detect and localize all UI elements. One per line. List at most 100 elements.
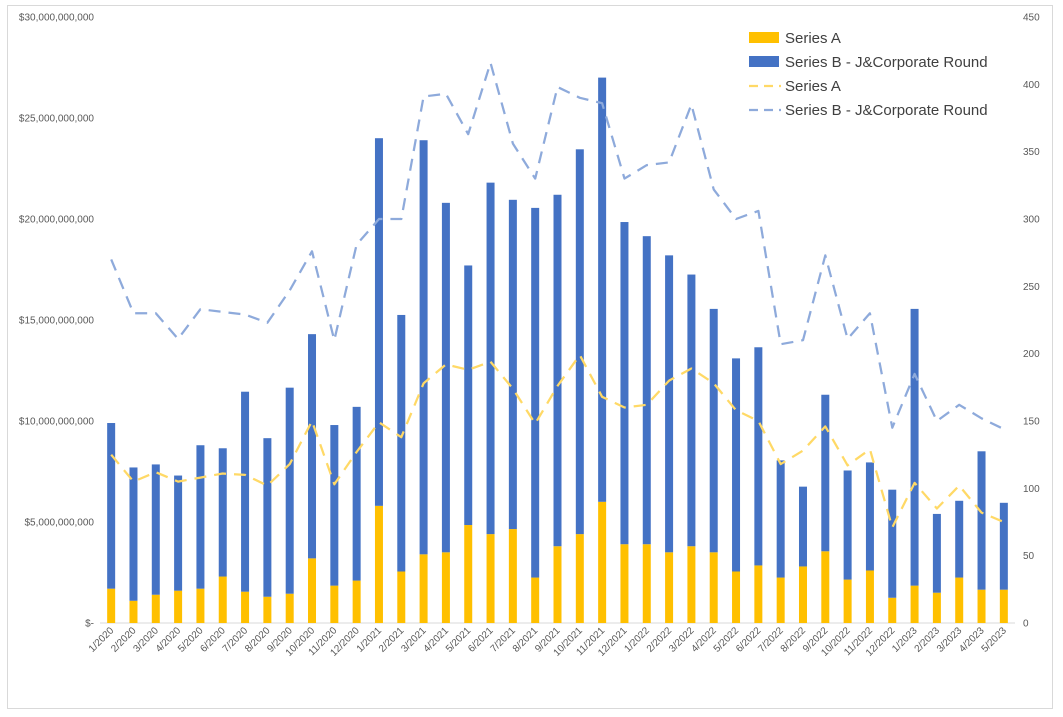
bar-series-b bbox=[285, 387, 294, 594]
y-right-tick-label: 50 bbox=[1023, 551, 1035, 562]
bar-series-a bbox=[687, 546, 696, 623]
bar-series-b bbox=[955, 500, 964, 578]
bar-series-a bbox=[955, 577, 964, 623]
legend-label: Series B - J&Corporate Round bbox=[785, 102, 988, 119]
line-series-b bbox=[110, 61, 1005, 431]
bar-series-b bbox=[553, 194, 562, 547]
bar-series-b bbox=[977, 451, 986, 590]
bar-series-b bbox=[798, 486, 807, 567]
bar-series-a bbox=[843, 579, 852, 623]
bar-series-a bbox=[196, 588, 205, 623]
bar-series-a bbox=[330, 585, 339, 623]
bar-series-a bbox=[464, 525, 473, 623]
bar-series-a bbox=[553, 546, 562, 623]
chart-frame: $- $5,000,000,000 $10,000,000,000 $15,000,0… bbox=[7, 5, 1053, 709]
bar-series-a bbox=[709, 552, 718, 623]
bar-series-a bbox=[174, 590, 183, 623]
legend-label: Series B - J&Corporate Round bbox=[785, 54, 988, 71]
x-tick-label: 5/2023 bbox=[980, 625, 1010, 655]
legend-swatch-bar bbox=[749, 32, 779, 43]
bar-series-b bbox=[218, 448, 227, 577]
bar-series-a bbox=[821, 551, 830, 623]
y-right-tick-label: 350 bbox=[1023, 147, 1040, 158]
bar-series-b bbox=[620, 222, 629, 545]
bar-series-group bbox=[107, 77, 1008, 623]
legend-swatch-bar bbox=[749, 56, 779, 67]
bar-series-b bbox=[508, 199, 517, 530]
bar-series-b bbox=[932, 513, 941, 593]
bar-series-a bbox=[865, 570, 874, 623]
bar-series-a bbox=[932, 592, 941, 623]
y-right-tick-label: 100 bbox=[1023, 484, 1040, 495]
bar-series-b bbox=[910, 308, 919, 586]
bar-series-b bbox=[419, 140, 428, 555]
y-right-tick-label: 300 bbox=[1023, 215, 1040, 226]
y-right-tick-label: 450 bbox=[1023, 13, 1040, 24]
legend-label: Series A bbox=[785, 30, 841, 47]
bar-series-a bbox=[888, 597, 897, 623]
bar-series-b bbox=[754, 347, 763, 566]
bar-series-b bbox=[441, 202, 450, 553]
bar-series-b bbox=[665, 255, 674, 553]
y-left-tick-label: $5,000,000,000 bbox=[24, 518, 94, 529]
bar-series-a bbox=[508, 529, 517, 623]
bar-series-b bbox=[129, 467, 138, 601]
y-right-tick-label: 400 bbox=[1023, 80, 1040, 91]
bar-series-a bbox=[999, 589, 1008, 623]
bar-series-b bbox=[107, 423, 116, 589]
bar-series-b bbox=[709, 308, 718, 553]
y-right-tick-label: 150 bbox=[1023, 417, 1040, 428]
bar-series-a bbox=[241, 591, 250, 623]
bar-series-a bbox=[308, 558, 317, 623]
bar-series-b bbox=[151, 464, 160, 595]
y-left-tick-label: $10,000,000,000 bbox=[19, 417, 95, 428]
y-left-tick-label: $- bbox=[85, 619, 94, 630]
bar-series-a bbox=[575, 534, 584, 623]
bar-series-a bbox=[441, 552, 450, 623]
y-left-tick-label: $15,000,000,000 bbox=[19, 316, 95, 327]
bar-series-a bbox=[486, 534, 495, 623]
bar-series-b bbox=[865, 462, 874, 571]
bar-series-a bbox=[798, 566, 807, 623]
bar-series-b bbox=[174, 475, 183, 591]
y-left-tick-label: $30,000,000,000 bbox=[19, 13, 95, 24]
bar-series-b bbox=[374, 138, 383, 506]
y-right-tick-label: 250 bbox=[1023, 282, 1040, 293]
bar-series-a bbox=[218, 576, 227, 623]
y-right-tick-label: 0 bbox=[1023, 619, 1029, 630]
bar-series-a bbox=[732, 571, 741, 623]
bar-series-b bbox=[999, 502, 1008, 590]
bar-series-b bbox=[575, 149, 584, 535]
bar-series-b bbox=[352, 406, 361, 581]
combo-chart: $- $5,000,000,000 $10,000,000,000 $15,000,0… bbox=[19, 13, 1040, 659]
bar-series-b bbox=[888, 489, 897, 598]
bar-series-b bbox=[821, 394, 830, 552]
bar-series-a bbox=[531, 577, 540, 623]
bar-series-a bbox=[642, 544, 651, 623]
bar-series-a bbox=[598, 501, 607, 623]
line-series-group bbox=[110, 61, 1005, 529]
bar-series-b bbox=[196, 445, 205, 589]
bar-series-b bbox=[330, 425, 339, 586]
bar-series-b bbox=[464, 265, 473, 526]
bar-series-b bbox=[843, 470, 852, 580]
bar-series-a bbox=[665, 552, 674, 623]
bar-series-b bbox=[531, 207, 540, 578]
bar-series-b bbox=[308, 334, 317, 559]
bar-series-a bbox=[107, 588, 116, 623]
legend: Series A Series B - J&Corporate Round Seri… bbox=[749, 30, 988, 119]
bar-series-a bbox=[352, 580, 361, 623]
legend-label: Series A bbox=[785, 78, 841, 95]
bar-series-a bbox=[620, 544, 629, 623]
bar-series-a bbox=[397, 571, 406, 623]
bar-series-a bbox=[776, 577, 785, 623]
bar-series-a bbox=[754, 565, 763, 623]
bar-series-b bbox=[687, 274, 696, 547]
bar-series-a bbox=[129, 600, 138, 623]
bar-series-b bbox=[776, 460, 785, 578]
bar-series-a bbox=[285, 593, 294, 623]
bar-series-a bbox=[151, 594, 160, 623]
bar-series-b bbox=[598, 77, 607, 502]
y-left-tick-label: $20,000,000,000 bbox=[19, 215, 95, 226]
bar-series-b bbox=[397, 314, 406, 572]
